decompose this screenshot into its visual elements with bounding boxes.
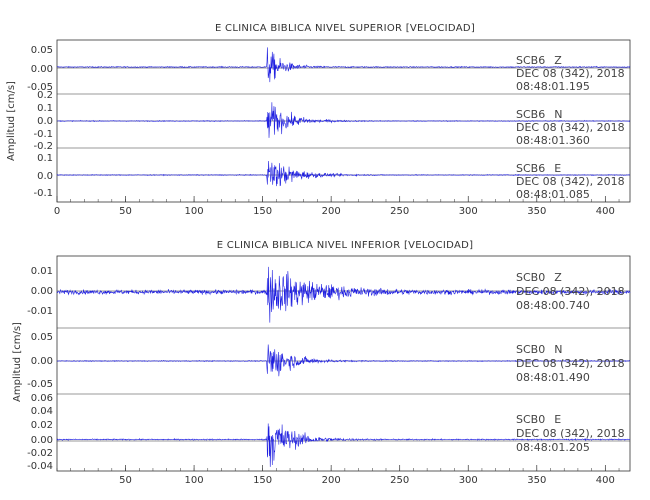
trace-time: 08:48:01.085 xyxy=(516,188,590,201)
trace-time: 08:48:01.205 xyxy=(516,441,590,454)
seismic-trace-scb0-n xyxy=(56,344,631,377)
trace-time: 08:48:01.195 xyxy=(516,80,590,93)
component-code: N xyxy=(554,108,562,121)
x-tick-label: 350 xyxy=(527,475,546,486)
seismic-trace-scb6-z xyxy=(56,47,631,83)
trace-label-scb0-z: SCB0 Z xyxy=(516,271,562,284)
x-tick-label: 200 xyxy=(322,206,341,217)
x-tick-label: 300 xyxy=(459,206,478,217)
y-tick-label: 0.0 xyxy=(37,171,53,182)
x-tick-label: 50 xyxy=(119,206,132,217)
y-tick-labels: 0.05 0.00 -0.05 xyxy=(27,45,53,93)
trace-time: 08:48:01.360 xyxy=(516,134,590,147)
x-tick-label: 250 xyxy=(390,475,409,486)
chart-superior-y-axis-label: Amplitud [cm/s] xyxy=(6,81,17,161)
seismic-trace-scb0-z xyxy=(56,266,631,323)
component-code: E xyxy=(554,162,561,175)
chart-inferior-x-axis: 50 100 150 200 250 300 350 400 xyxy=(56,465,620,486)
component-code: Z xyxy=(554,54,562,67)
trace-panel-scb0-n: 0.05 0.00 -0.05 SCB0 N DEC 08 (342), 2018… xyxy=(27,332,631,395)
y-tick-label: 0.00 xyxy=(31,356,53,367)
trace-panel-scb6-n: 0.2 0.1 0.0 -0.1 -0.2 SCB6 N DEC 08 (342)… xyxy=(33,90,631,152)
y-tick-label: -0.02 xyxy=(27,448,53,459)
y-tick-labels: 0.1 0.0 -0.1 xyxy=(33,153,53,199)
station-code: SCB0 xyxy=(516,413,545,426)
y-tick-label: -0.04 xyxy=(27,461,53,472)
seismic-trace-scb0-e xyxy=(56,423,631,467)
y-tick-label: 0.05 xyxy=(31,45,53,56)
chart-inferior-title: E CLINICA BIBLICA NIVEL INFERIOR [VELOCI… xyxy=(217,240,474,251)
x-tick-label: 100 xyxy=(185,475,204,486)
x-tick-label: 400 xyxy=(596,206,615,217)
y-tick-label: -0.05 xyxy=(27,82,53,93)
y-tick-label: 0.06 xyxy=(31,393,53,404)
x-tick-label: 100 xyxy=(185,206,204,217)
y-tick-label: 0.2 xyxy=(37,90,53,101)
trace-date: DEC 08 (342), 2018 xyxy=(516,175,625,188)
trace-label-scb6-e: SCB6 E xyxy=(516,162,561,175)
seismic-trace-scb6-e xyxy=(56,160,631,187)
y-tick-label: 0.04 xyxy=(31,406,53,417)
station-code: SCB6 xyxy=(516,54,545,67)
trace-date: DEC 08 (342), 2018 xyxy=(516,67,625,80)
chart-inferior-y-axis-label: Amplitud [cm/s] xyxy=(12,322,23,402)
trace-date: DEC 08 (342), 2018 xyxy=(516,427,625,440)
component-code: Z xyxy=(554,271,562,284)
trace-label-scb6-z: SCB6 Z xyxy=(516,54,562,67)
x-tick-label: 0 xyxy=(54,206,60,217)
x-tick-label: 400 xyxy=(596,475,615,486)
component-code: E xyxy=(554,413,561,426)
trace-panel-scb6-e: 0.1 0.0 -0.1 SCB6 E DEC 08 (342), 2018 08… xyxy=(33,153,631,201)
y-tick-label: 0.05 xyxy=(31,332,53,343)
chart-superior-title: E CLINICA BIBLICA NIVEL SUPERIOR [VELOCI… xyxy=(215,23,475,34)
chart-superior: E CLINICA BIBLICA NIVEL SUPERIOR [VELOCI… xyxy=(6,23,631,217)
y-tick-label: -0.01 xyxy=(27,306,53,317)
y-tick-label: 0.02 xyxy=(31,420,53,431)
chart-inferior: E CLINICA BIBLICA NIVEL INFERIOR [VELOCI… xyxy=(12,240,631,486)
y-tick-label: 0.01 xyxy=(31,266,53,277)
y-tick-label: -0.2 xyxy=(33,141,53,152)
y-tick-labels: 0.06 0.04 0.02 0.00 -0.02 -0.04 xyxy=(27,393,53,472)
y-tick-label: 0.00 xyxy=(31,435,53,446)
chart-superior-x-axis: 0 50 100 150 200 250 300 350 400 xyxy=(54,196,620,217)
y-tick-label: 0.00 xyxy=(31,64,53,75)
x-tick-label: 200 xyxy=(322,475,341,486)
y-tick-label: 0.00 xyxy=(31,286,53,297)
y-tick-label: -0.05 xyxy=(27,379,53,390)
trace-date: DEC 08 (342), 2018 xyxy=(516,357,625,370)
station-code: SCB0 xyxy=(516,343,545,356)
x-tick-label: 150 xyxy=(253,475,272,486)
trace-date: DEC 08 (342), 2018 xyxy=(516,285,625,298)
x-tick-label: 300 xyxy=(459,475,478,486)
y-tick-labels: 0.01 0.00 -0.01 xyxy=(27,266,53,317)
trace-label-scb6-n: SCB6 N xyxy=(516,108,562,121)
x-tick-label: 250 xyxy=(390,206,409,217)
y-tick-label: 0.1 xyxy=(37,103,53,114)
trace-panel-scb0-z: 0.01 0.00 -0.01 SCB0 Z DEC 08 (342), 2018… xyxy=(27,266,631,329)
y-tick-labels: 0.2 0.1 0.0 -0.1 -0.2 xyxy=(33,90,53,152)
y-tick-labels: 0.05 0.00 -0.05 xyxy=(27,332,53,390)
trace-label-scb0-n: SCB0 N xyxy=(516,343,562,356)
trace-time: 08:48:01.490 xyxy=(516,371,590,384)
station-code: SCB6 xyxy=(516,108,545,121)
y-tick-label: -0.1 xyxy=(33,188,53,199)
x-tick-label: 150 xyxy=(253,206,272,217)
y-tick-label: -0.1 xyxy=(33,129,53,140)
station-code: SCB0 xyxy=(516,271,545,284)
trace-label-scb0-e: SCB0 E xyxy=(516,413,561,426)
y-tick-label: 0.1 xyxy=(37,153,53,164)
trace-time: 08:48:00.740 xyxy=(516,299,590,312)
chart-inferior-frame xyxy=(56,255,631,472)
trace-panel-scb6-z: 0.05 0.00 -0.05 SCB6 Z DEC 08 (342), 2018… xyxy=(27,45,631,95)
y-tick-label: 0.0 xyxy=(37,116,53,127)
trace-date: DEC 08 (342), 2018 xyxy=(516,121,625,134)
trace-panel-scb0-e: 0.06 0.04 0.02 0.00 -0.02 -0.04 SCB0 E DE… xyxy=(27,393,631,472)
component-code: N xyxy=(554,343,562,356)
seismic-trace-scb6-n xyxy=(56,102,631,138)
station-code: SCB6 xyxy=(516,162,545,175)
x-tick-label: 350 xyxy=(527,206,546,217)
x-tick-label: 50 xyxy=(119,475,132,486)
